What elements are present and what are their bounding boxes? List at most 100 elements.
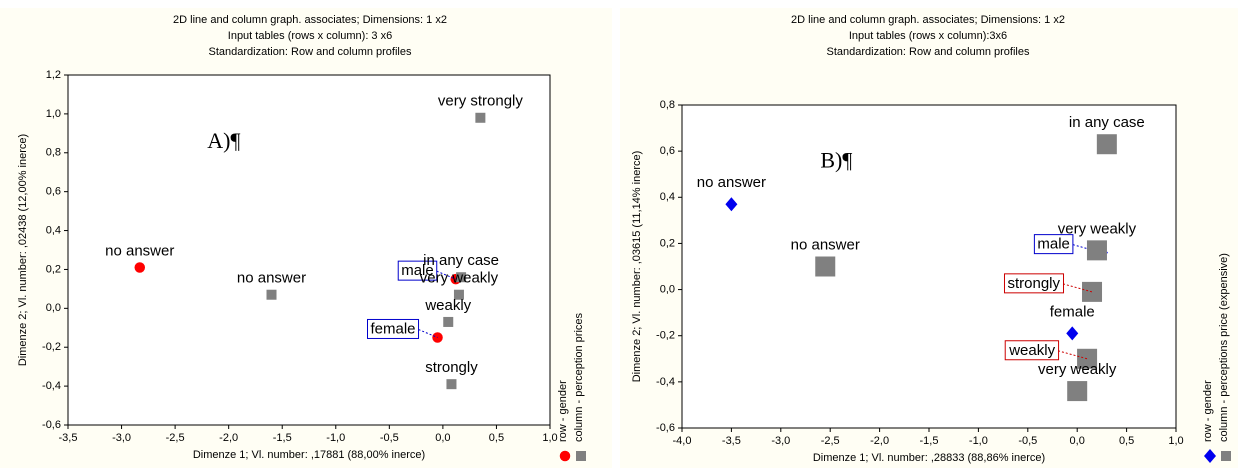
legend-marker [559, 450, 571, 462]
y-tick-label: 0,6 [46, 186, 61, 198]
point [1086, 240, 1107, 261]
x-tick-label: -3,5 [59, 432, 78, 444]
point-label: female [1050, 303, 1095, 320]
leader-line [1062, 283, 1093, 293]
x-tick-label: -3,0 [112, 432, 131, 444]
x-tick-label: -2,5 [821, 435, 840, 447]
point-label: in any case [423, 252, 499, 269]
y-axis-label: Dimenze 2; Vl. number: ,03615 (11,14% in… [631, 151, 643, 383]
point [266, 289, 277, 300]
chart-title: Standardization: Row and column profiles [208, 46, 412, 58]
x-tick-label: 0,5 [1119, 435, 1134, 447]
legend-marker [1204, 449, 1216, 463]
point-label: male [401, 262, 434, 279]
y-tick-label: 0,4 [46, 224, 61, 236]
y-tick-label: 0,6 [660, 145, 675, 157]
x-tick-label: -4,0 [673, 435, 692, 447]
point [815, 256, 836, 277]
x-tick-label: -1,0 [969, 435, 988, 447]
x-tick-label: -0,5 [380, 432, 399, 444]
x-tick-label: -1,5 [273, 432, 292, 444]
label-box [1003, 273, 1065, 294]
chart-title: Input tables (rows x column): 3 x6 [228, 30, 392, 42]
point-label: very strongly [438, 93, 524, 110]
point-label: strongly [425, 359, 478, 376]
y-tick-label: 0,0 [660, 283, 675, 295]
x-tick-label: 1,0 [542, 432, 557, 444]
y-tick-label: 0,2 [46, 263, 61, 275]
x-tick-label: 0,0 [435, 432, 450, 444]
point-label: no answer [697, 174, 766, 191]
legend-label: column - perceptions price (expensive) [1218, 253, 1230, 442]
point-label: in any case [1069, 114, 1145, 131]
x-tick-label: -0,5 [1018, 435, 1037, 447]
y-tick-label: -0,6 [656, 422, 675, 434]
point [453, 289, 464, 300]
annotation: B)¶ [820, 148, 852, 173]
chart-title: Standardization: Row and column profiles [826, 46, 1030, 58]
point-label: no answer [791, 236, 860, 253]
legend-marker [576, 451, 586, 461]
point [443, 316, 454, 327]
legend-marker [1221, 451, 1231, 461]
y-tick-label: 0,8 [46, 147, 61, 159]
y-tick-label: 1,2 [46, 69, 61, 81]
x-axis-label: Dimenze 1; Vl. number: ,28833 (88,86% in… [813, 452, 1045, 464]
point-label: no answer [105, 242, 174, 259]
y-tick-label: 0,8 [660, 99, 675, 111]
label-box [367, 318, 420, 339]
y-tick-label: 0,4 [660, 191, 675, 203]
point [134, 262, 146, 273]
y-tick-label: 0,0 [46, 302, 61, 314]
y-tick-label: -0,2 [656, 330, 675, 342]
point-label: no answer [237, 270, 306, 287]
point-label: very weakly [420, 270, 499, 287]
x-tick-label: 0,5 [489, 432, 504, 444]
y-tick-label: 1,0 [46, 108, 61, 120]
point-label: weakly [424, 297, 471, 314]
x-tick-label: -1,5 [920, 435, 939, 447]
y-tick-label: -0,2 [42, 341, 61, 353]
x-tick-label: -3,5 [722, 435, 741, 447]
leader-line [436, 270, 456, 280]
x-tick-label: 0,0 [1070, 435, 1085, 447]
point [1096, 134, 1117, 155]
leader-line [1057, 350, 1088, 360]
legend-label: row - gender [557, 380, 569, 442]
point-label: female [371, 320, 416, 337]
plot-area [67, 74, 551, 426]
label-box [1033, 234, 1074, 255]
x-tick-label: -2,0 [219, 432, 238, 444]
label-box [1004, 340, 1060, 361]
point-label: very weakly [1058, 220, 1137, 237]
point [725, 197, 738, 212]
chart-title: Input tables (rows x column):3x6 [849, 30, 1007, 42]
chart-title: 2D line and column graph. associates; Di… [173, 14, 447, 26]
point [446, 379, 457, 390]
y-tick-label: -0,4 [656, 376, 675, 388]
y-tick-label: -0,4 [42, 380, 61, 392]
point-label: strongly [1007, 275, 1060, 292]
point [1077, 348, 1098, 369]
x-tick-label: 1,0 [1168, 435, 1183, 447]
point [475, 112, 486, 123]
label-box [397, 260, 438, 281]
legend-label: row - gender [1202, 380, 1214, 442]
x-tick-label: -1,0 [326, 432, 345, 444]
y-tick-label: 0,2 [660, 237, 675, 249]
y-axis-label: Dimenze 2; Vl. number: ,02438 (12,00% in… [17, 134, 29, 366]
leader-line [418, 329, 438, 338]
x-axis-label: Dimenze 1; Vl. number: ,17881 (88,00% in… [193, 449, 425, 461]
point-label: male [1037, 236, 1070, 253]
x-tick-label: -2,0 [870, 435, 889, 447]
annotation: A)¶ [207, 128, 240, 153]
point-label: weakly [1008, 342, 1055, 359]
point [456, 272, 467, 283]
point [1082, 281, 1103, 302]
chart-title: 2D line and column graph. associates; Di… [791, 14, 1065, 26]
point-label: very weakly [1038, 361, 1117, 378]
x-tick-label: -3,0 [771, 435, 790, 447]
x-tick-label: -2,5 [166, 432, 185, 444]
point [1067, 381, 1088, 402]
